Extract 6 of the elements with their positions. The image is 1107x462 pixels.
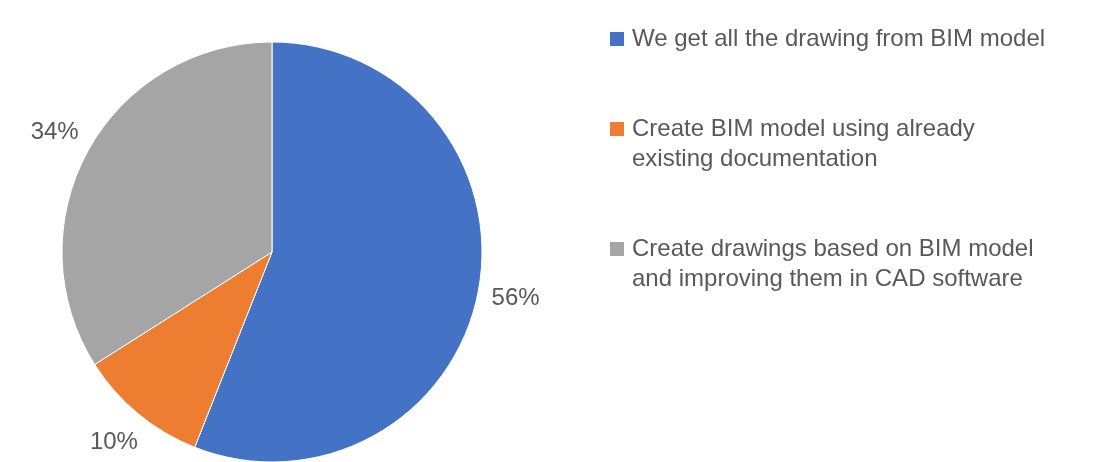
data-label: 10%: [89, 427, 138, 455]
legend-label: Create drawings based on BIM model and improving them in CAD software: [632, 234, 1034, 292]
data-label: 34%: [30, 116, 79, 144]
data-label: 56%: [491, 282, 540, 310]
legend-label: Create BIM model using already existing documentation: [632, 114, 975, 172]
legend-label: We get all the drawing from BIM model: [632, 24, 1046, 52]
